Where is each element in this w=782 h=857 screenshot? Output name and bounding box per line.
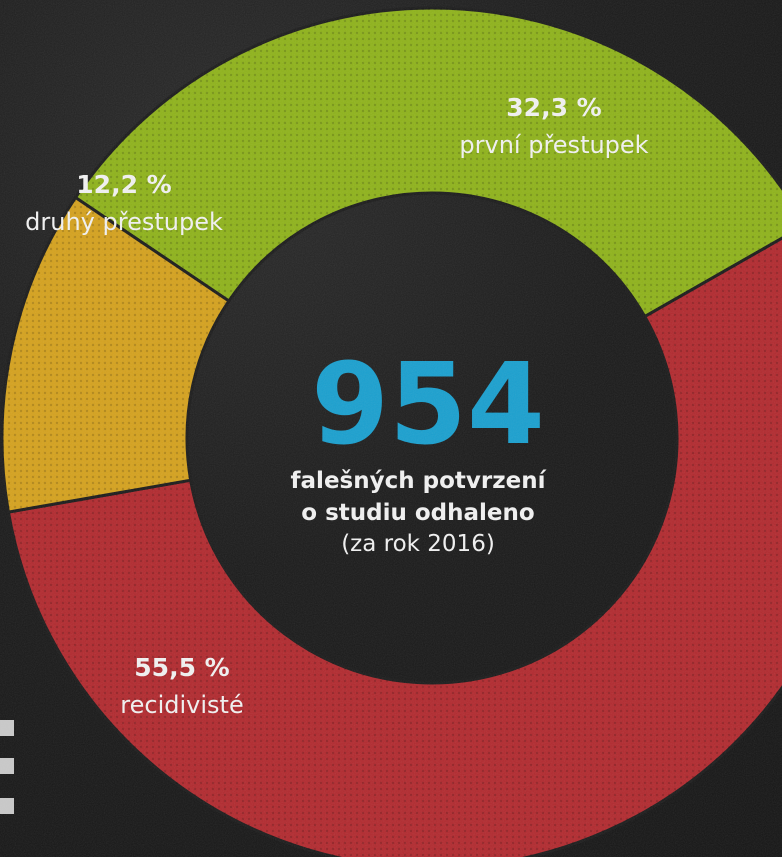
slice-texture-prvn-p-estupek — [75, 8, 782, 317]
edge-marks — [0, 712, 14, 842]
slice-name-label-druh-p-estupek: druhý přestupek — [25, 208, 223, 236]
slice-name-label-recidivist: recidivisté — [120, 691, 243, 719]
center-line-3: (za rok 2016) — [341, 531, 495, 557]
slice-texture-druh-p-estupek — [1, 197, 229, 513]
slice-value-label-recidivist: 55,5 % — [134, 653, 229, 682]
slice-value-label-druh-p-estupek: 12,2 % — [76, 170, 171, 199]
slice-texture-recidivist — [8, 238, 782, 857]
slice-value-label-prvn-p-estupek: 32,3 % — [506, 93, 601, 122]
center-line-1: falešných potvrzení — [291, 468, 547, 494]
center-line-2: o studiu odhaleno — [301, 500, 534, 526]
center-number: 954 — [311, 340, 545, 470]
slice-name-label-prvn-p-estupek: první přestupek — [459, 131, 648, 159]
